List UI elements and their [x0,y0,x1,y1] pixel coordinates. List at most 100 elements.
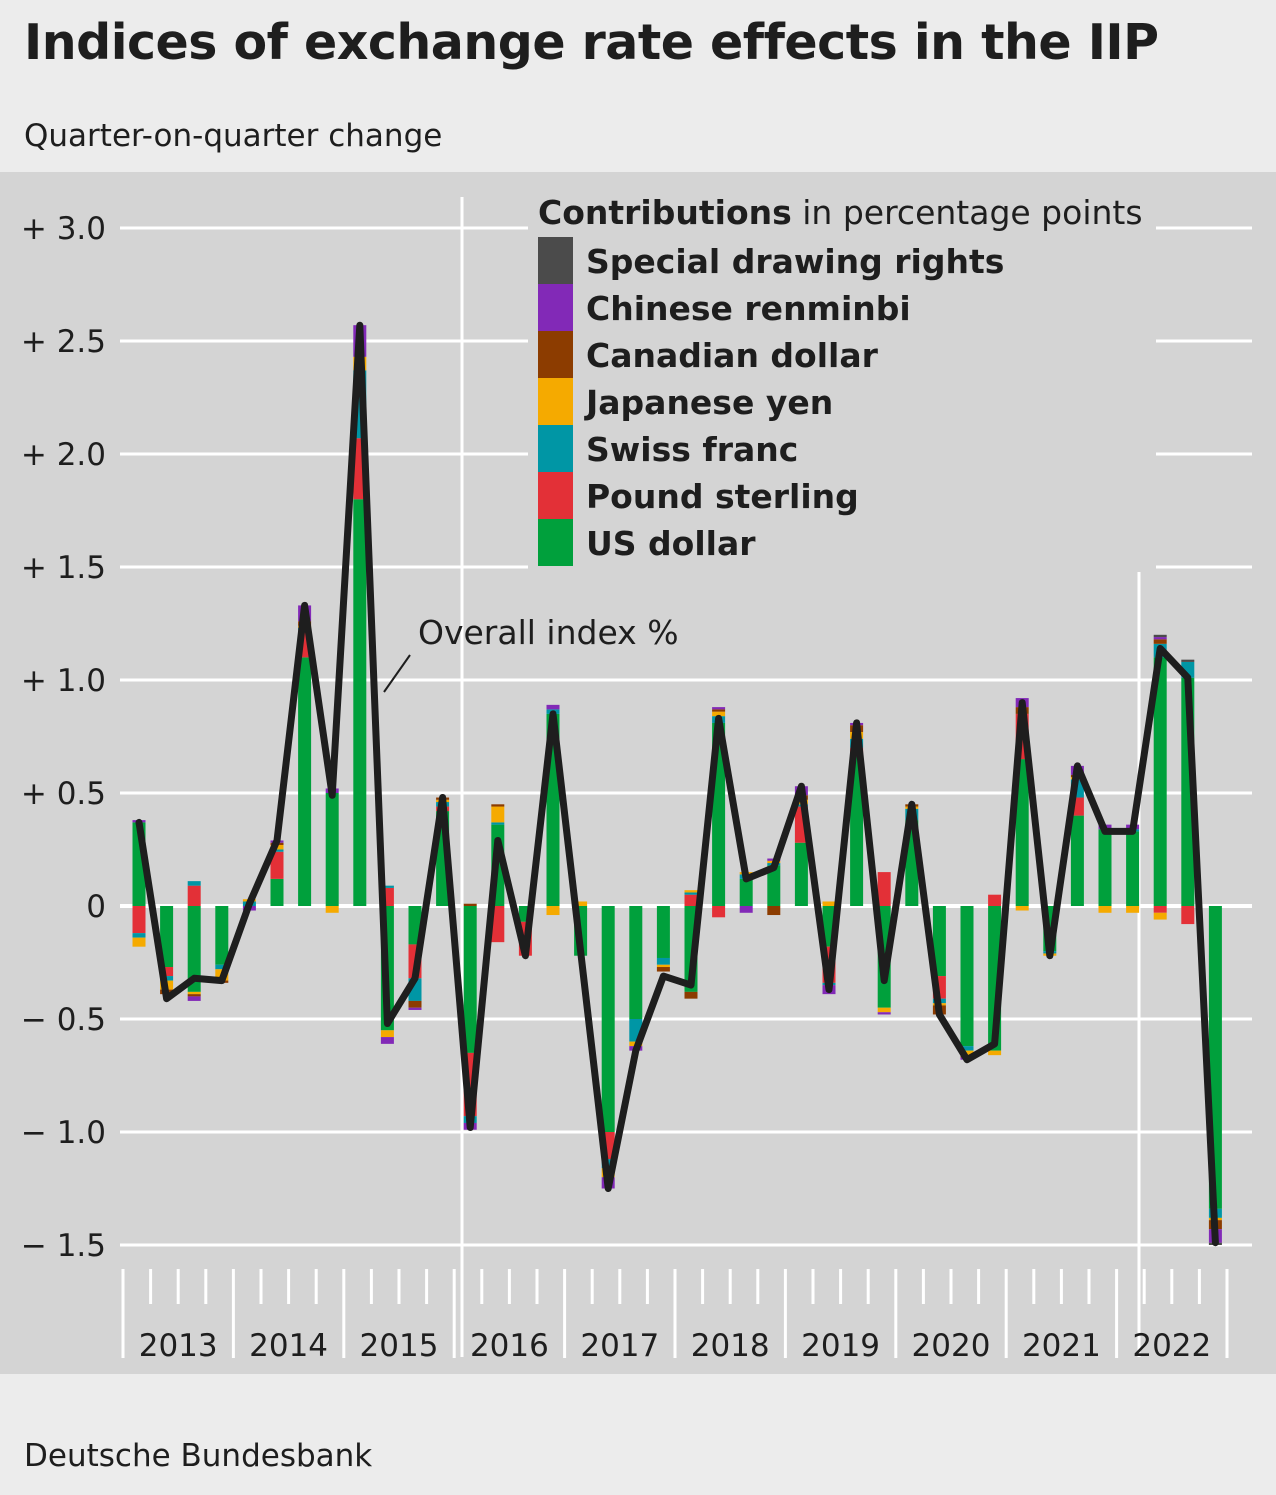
bar-segment [215,906,229,965]
legend-swatch [538,331,573,378]
legend-title: Contributions in percentage points [538,193,1143,232]
bar-segment [656,967,670,972]
overall-index-point [1075,763,1080,768]
bar-segment [325,906,339,913]
overall-index-point [495,838,500,843]
bar-segment [380,885,394,888]
y-tick-label: + 1.5 [21,550,106,586]
bar-segment [546,704,560,710]
legend-title-bold: Contributions [538,193,792,232]
y-tick-label: + 2.5 [21,324,106,360]
overall-index-point [137,820,141,825]
bar-segment [656,957,670,965]
overall-index-point [440,795,445,800]
bar-segment [684,890,698,893]
y-tick-label: 0 [86,889,106,925]
bar-segment [877,1007,891,1013]
bar-segment [132,906,146,934]
bar-segment [1015,759,1029,906]
legend-swatch [538,425,573,472]
bar-segment [353,499,367,906]
y-tick-label: + 3.0 [21,211,106,247]
bar-segment [684,991,698,999]
overall-index-point [1047,953,1052,958]
y-tick-label: + 1.0 [21,663,106,699]
overall-index-point [219,978,224,983]
overall-index-point [937,1012,942,1017]
overall-index-point [992,1041,997,1046]
bar-segment [160,906,174,968]
bar-segment [1126,831,1140,906]
overall-index-point [1020,700,1025,705]
overall-index-point [854,720,859,725]
bar-segment [601,906,615,1132]
overall-index-point [771,865,776,870]
bar-segment [1098,906,1112,913]
overall-index-label: Overall index % [418,613,679,652]
overall-index-leader [383,654,411,693]
overall-index-point [523,953,528,958]
bar-segment [712,707,726,710]
legend-title-rest: in percentage points [792,193,1143,232]
bar-segment [1153,639,1167,644]
overall-index-point [661,974,666,979]
bar-segment [132,933,146,938]
overall-index-point [192,976,197,981]
bar-segment [960,1046,974,1051]
legend-swatch [538,472,573,519]
year-label: 2014 [249,1328,328,1364]
bar-segment [160,967,174,977]
overall-index-point [1213,1240,1218,1245]
bar-segment [739,878,753,906]
bar-segment [325,793,339,906]
overall-index-point [965,1057,969,1062]
bar-segment [463,906,477,1053]
bar-segment [491,906,505,943]
legend-label: Japanese yen [584,383,833,422]
overall-index-point [578,949,583,954]
y-tick-label: − 0.5 [21,1002,106,1038]
legend-swatch [538,284,573,331]
overall-index-point [247,901,252,906]
legend-label: Swiss franc [586,430,798,469]
year-label: 2020 [912,1328,991,1364]
year-label: 2021 [1022,1328,1101,1364]
overall-index-point [551,711,555,716]
bar-segment [1098,829,1112,906]
bar-segment [712,711,726,717]
overall-index-point [882,978,887,983]
overall-index-point [385,1021,390,1026]
legend-label: US dollar [586,524,756,563]
overall-index-point [744,876,749,881]
year-label: 2022 [1132,1328,1211,1364]
overall-index-point [1158,646,1163,651]
year-label: 2018 [691,1328,770,1364]
bar-segment [491,804,505,807]
overall-index-point [716,716,721,721]
y-tick-label: + 0.5 [21,776,106,812]
bar-segment [1181,659,1195,662]
legend-label: Chinese renminbi [586,289,911,328]
overall-index-point [1130,829,1135,834]
legend-swatch [538,237,573,284]
y-tick-label: + 2.0 [21,437,106,473]
bar-segment [574,901,588,906]
bar-segment [187,906,201,992]
year-label: 2019 [801,1328,880,1364]
overall-index-line [135,321,1219,1247]
bar-segment [794,842,808,906]
bar-segment [380,1037,394,1044]
bar-segment [767,906,781,916]
bar-segment [298,657,312,906]
overall-index-point [633,1048,638,1053]
bar-segment [1153,634,1167,638]
bar-segment [712,906,726,918]
overall-index-point [606,1186,611,1191]
year-label: 2016 [470,1328,549,1364]
chart-svg: + 3.0 + 2.5 + 2.0 + 1.5 + 1.0 + 0.5 0 − 0.5 − 1.… [21,192,1252,1364]
bar-segment [656,906,670,958]
overall-index-point [1103,829,1107,834]
bar-segment [877,872,891,906]
overall-index-point [689,983,693,988]
legend-label: Special drawing rights [586,242,1004,281]
